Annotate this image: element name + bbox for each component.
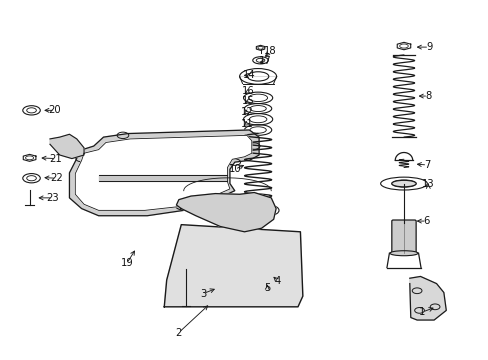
Polygon shape bbox=[50, 134, 84, 158]
Text: 15: 15 bbox=[242, 96, 254, 107]
Ellipse shape bbox=[391, 180, 415, 187]
Polygon shape bbox=[69, 130, 259, 216]
Text: 4: 4 bbox=[274, 276, 280, 286]
FancyBboxPatch shape bbox=[391, 220, 415, 254]
Ellipse shape bbox=[389, 251, 417, 256]
Polygon shape bbox=[176, 193, 276, 232]
Text: 2: 2 bbox=[175, 328, 182, 338]
Text: 13: 13 bbox=[421, 179, 434, 189]
Polygon shape bbox=[164, 225, 302, 307]
Text: 1: 1 bbox=[418, 307, 424, 317]
Text: 14: 14 bbox=[242, 70, 255, 80]
Text: 5: 5 bbox=[264, 283, 270, 293]
Text: 10: 10 bbox=[228, 164, 241, 174]
Text: 9: 9 bbox=[425, 42, 431, 52]
Text: 22: 22 bbox=[50, 173, 62, 183]
Polygon shape bbox=[75, 135, 251, 210]
Text: 7: 7 bbox=[423, 160, 429, 170]
Polygon shape bbox=[409, 276, 446, 320]
Text: 21: 21 bbox=[49, 154, 62, 163]
Text: 19: 19 bbox=[120, 258, 133, 268]
Text: 16: 16 bbox=[242, 86, 254, 96]
Text: 8: 8 bbox=[424, 91, 430, 101]
Text: 17: 17 bbox=[258, 57, 271, 66]
Text: 11: 11 bbox=[240, 118, 253, 129]
Polygon shape bbox=[99, 175, 227, 181]
Text: 3: 3 bbox=[200, 289, 206, 298]
Text: 23: 23 bbox=[46, 193, 59, 203]
Text: 20: 20 bbox=[48, 105, 61, 115]
Text: 18: 18 bbox=[264, 46, 276, 57]
Text: 6: 6 bbox=[423, 216, 429, 226]
Text: 12: 12 bbox=[240, 107, 253, 117]
